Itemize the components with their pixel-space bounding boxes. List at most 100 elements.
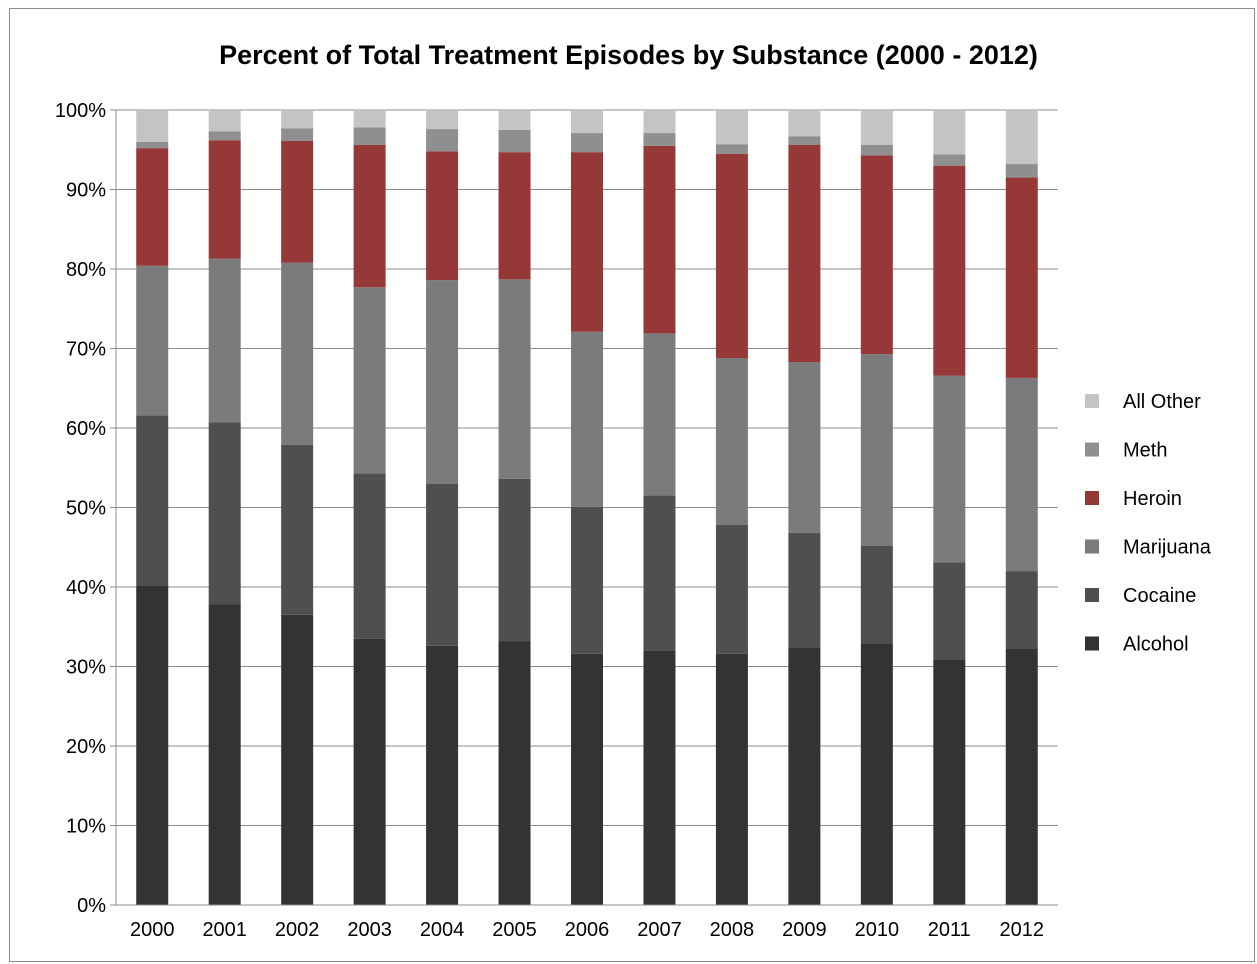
bar-segment-cocaine-2006 xyxy=(571,506,603,654)
bar-segment-cocaine-2009 xyxy=(788,532,821,648)
bar-segment-meth-2003 xyxy=(353,127,386,145)
bar-segment-cocaine-2001 xyxy=(208,422,241,605)
legend-label-marijuana: Marijuana xyxy=(1123,537,1212,559)
bar-segment-all-other-2001 xyxy=(208,110,241,132)
bar-segment-marijuana-2002 xyxy=(281,262,314,445)
bar-segment-marijuana-2007 xyxy=(643,333,676,496)
y-tick-label: 10% xyxy=(66,816,106,838)
bar-segment-all-other-2002 xyxy=(281,110,314,129)
legend-label-heroin: Heroin xyxy=(1123,488,1182,510)
y-tick-label: 30% xyxy=(66,657,106,679)
y-tick-label: 40% xyxy=(66,577,106,599)
legend-swatch-heroin xyxy=(1085,491,1099,505)
legend: All Other Meth Heroin Marijuana Cocaine Alcoh… xyxy=(1085,391,1212,656)
y-tick-label: 100% xyxy=(55,100,106,122)
bar-segment-alcohol-2000 xyxy=(136,585,169,905)
x-tick-label-2012: 2012 xyxy=(1000,919,1045,941)
bar-segment-alcohol-2001 xyxy=(208,604,241,905)
bar-segment-all-other-2008 xyxy=(715,110,748,145)
bar-segment-meth-2007 xyxy=(643,133,676,146)
bar-segment-cocaine-2008 xyxy=(715,524,748,654)
legend-label-alcohol: Alcohol xyxy=(1123,634,1189,656)
bar-segment-meth-2005 xyxy=(498,129,531,153)
bar-segment-alcohol-2012 xyxy=(1005,649,1038,905)
x-tick-label-2001: 2001 xyxy=(202,919,247,941)
chart-title: Percent of Total Treatment Episodes by S… xyxy=(219,40,1038,70)
bar-segment-heroin-2004 xyxy=(426,151,459,281)
bar-segment-heroin-2009 xyxy=(788,144,821,363)
bar-segment-all-other-2000 xyxy=(136,110,169,142)
bar-segment-all-other-2003 xyxy=(353,110,386,128)
bars xyxy=(136,110,1038,905)
bar-segment-meth-2010 xyxy=(860,144,893,156)
bar-segment-all-other-2009 xyxy=(788,110,821,137)
legend-swatch-marijuana xyxy=(1085,539,1099,554)
bar-segment-marijuana-2001 xyxy=(208,258,241,423)
bar-segment-meth-2012 xyxy=(1005,164,1038,178)
bar-segment-marijuana-2011 xyxy=(933,375,966,563)
x-tick-label-2007: 2007 xyxy=(637,919,682,941)
legend-swatch-all-other xyxy=(1085,394,1099,408)
bar-segment-meth-2002 xyxy=(281,128,314,142)
bar-segment-cocaine-2010 xyxy=(860,545,893,644)
bar-segment-heroin-2008 xyxy=(715,153,748,359)
bar-segment-all-other-2006 xyxy=(571,110,603,134)
bar-segment-all-other-2007 xyxy=(643,110,676,134)
bar-segment-alcohol-2009 xyxy=(788,647,821,905)
axes: 0% 10% 20% 30% 40% 50% 60% 70% 80% 90% 100% 2000 200… xyxy=(55,100,1058,941)
bar-segment-all-other-2005 xyxy=(498,110,531,130)
bar-segment-marijuana-2006 xyxy=(571,331,603,507)
bar-segment-alcohol-2004 xyxy=(426,645,459,905)
y-tick-label: 80% xyxy=(66,259,106,281)
bar-segment-cocaine-2011 xyxy=(933,562,966,660)
bar-segment-cocaine-2007 xyxy=(643,495,676,651)
bar-segment-cocaine-2002 xyxy=(281,444,314,615)
bar-segment-heroin-2007 xyxy=(643,145,676,334)
y-tick-label: 20% xyxy=(66,736,106,758)
bar-segment-alcohol-2002 xyxy=(281,614,314,905)
x-tick-label-2002: 2002 xyxy=(275,919,320,941)
bar-segment-cocaine-2005 xyxy=(498,478,531,642)
bar-segment-heroin-2001 xyxy=(208,140,241,259)
x-tick-label-2009: 2009 xyxy=(782,919,827,941)
bar-segment-meth-2011 xyxy=(933,154,966,166)
x-tick-label-2010: 2010 xyxy=(855,919,900,941)
bar-segment-alcohol-2007 xyxy=(643,650,676,905)
legend-swatch-cocaine xyxy=(1085,588,1099,602)
bar-segment-marijuana-2012 xyxy=(1005,377,1038,572)
bar-segment-meth-2000 xyxy=(136,141,169,149)
bar-segment-heroin-2005 xyxy=(498,152,531,280)
bar-segment-marijuana-2005 xyxy=(498,279,531,479)
bar-segment-alcohol-2005 xyxy=(498,641,531,905)
bar-segment-marijuana-2009 xyxy=(788,362,821,533)
bar-segment-alcohol-2006 xyxy=(571,653,603,905)
bar-segment-alcohol-2003 xyxy=(353,638,386,905)
bar-segment-meth-2001 xyxy=(208,131,241,141)
legend-label-cocaine: Cocaine xyxy=(1123,585,1196,607)
bar-segment-alcohol-2011 xyxy=(933,659,966,905)
y-tick-label: 60% xyxy=(66,418,106,440)
y-tick-label: 50% xyxy=(66,498,106,520)
x-tick-label-2005: 2005 xyxy=(492,919,537,941)
bar-segment-all-other-2010 xyxy=(860,110,893,145)
bar-segment-meth-2009 xyxy=(788,136,821,145)
bar-segment-heroin-2006 xyxy=(571,152,603,332)
bar-segment-heroin-2002 xyxy=(281,141,314,263)
bar-segment-cocaine-2012 xyxy=(1005,571,1038,650)
bar-segment-marijuana-2010 xyxy=(860,354,893,546)
bar-segment-marijuana-2003 xyxy=(353,287,386,474)
bar-segment-meth-2006 xyxy=(571,133,603,153)
y-tick-label: 70% xyxy=(66,339,106,361)
x-tick-label-2008: 2008 xyxy=(710,919,755,941)
bar-segment-cocaine-2003 xyxy=(353,473,386,639)
bar-segment-heroin-2003 xyxy=(353,144,386,288)
bar-segment-meth-2004 xyxy=(426,129,459,152)
legend-swatch-alcohol xyxy=(1085,636,1099,651)
x-tick-label-2011: 2011 xyxy=(928,919,971,941)
bar-segment-cocaine-2004 xyxy=(426,483,459,646)
bar-segment-cocaine-2000 xyxy=(136,415,169,586)
x-tick-label-2000: 2000 xyxy=(130,919,175,941)
bar-segment-marijuana-2000 xyxy=(136,265,169,416)
bar-segment-marijuana-2004 xyxy=(426,280,459,484)
